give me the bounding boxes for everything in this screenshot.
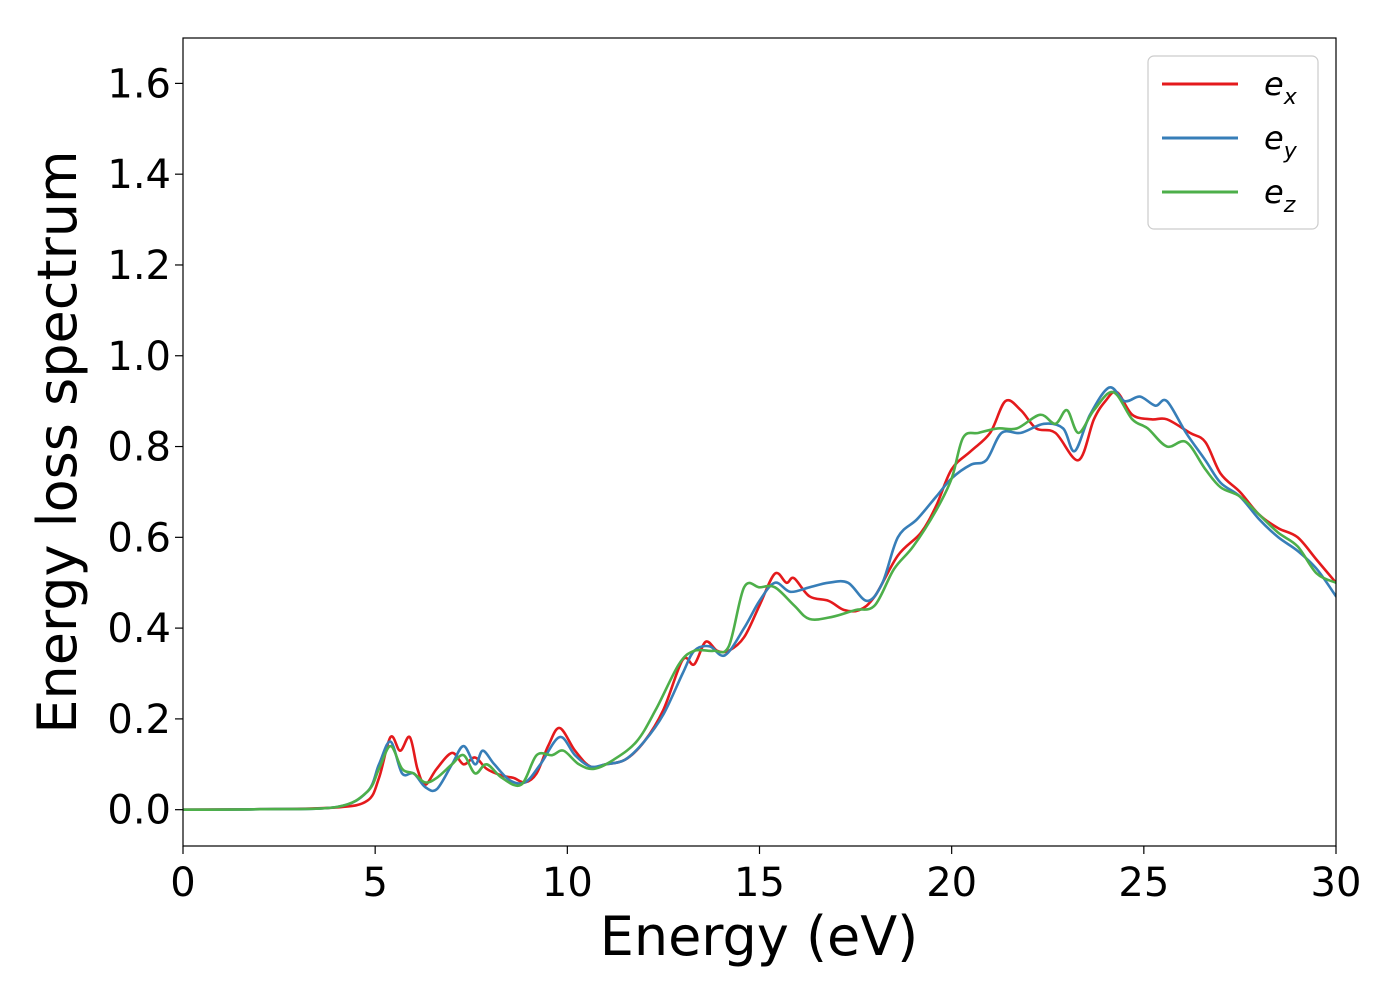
y-tick-label: 1.6 <box>107 61 171 107</box>
y-tick-label: 1.0 <box>107 334 171 380</box>
x-tick-label: 5 <box>362 860 387 906</box>
x-tick-label: 15 <box>734 860 785 906</box>
legend-subscript: z <box>1283 193 1296 218</box>
series-line-z <box>183 390 1336 811</box>
x-tick-label: 20 <box>926 860 977 906</box>
x-tick-label: 30 <box>1311 860 1362 906</box>
y-tick-label: 0.4 <box>107 606 171 652</box>
x-tick-label: 0 <box>170 860 195 906</box>
plot-area <box>183 386 1336 811</box>
y-axis-title: Energy loss spectrum <box>26 150 89 733</box>
y-tick-label: 0.6 <box>107 515 171 561</box>
y-tick-label: 1.2 <box>107 243 171 289</box>
y-tick-label: 0.8 <box>107 425 171 471</box>
y-tick-label: 0.0 <box>107 788 171 834</box>
y-tick-label: 0.2 <box>107 697 171 743</box>
legend-subscript: y <box>1283 139 1298 164</box>
legend-subscript: x <box>1283 85 1298 110</box>
x-tick-label: 10 <box>542 860 593 906</box>
x-axis-title: Energy (eV) <box>600 905 919 968</box>
y-tick-label: 1.4 <box>107 152 171 198</box>
x-axis: 0 5 10 15 20 25 30 <box>170 846 1361 906</box>
y-axis: 0.0 0.2 0.4 0.6 0.8 1.0 1.2 1.4 1.6 <box>107 61 183 834</box>
x-tick-label: 25 <box>1118 860 1169 906</box>
legend-box <box>1147 55 1319 230</box>
series-line-y <box>183 386 1336 811</box>
